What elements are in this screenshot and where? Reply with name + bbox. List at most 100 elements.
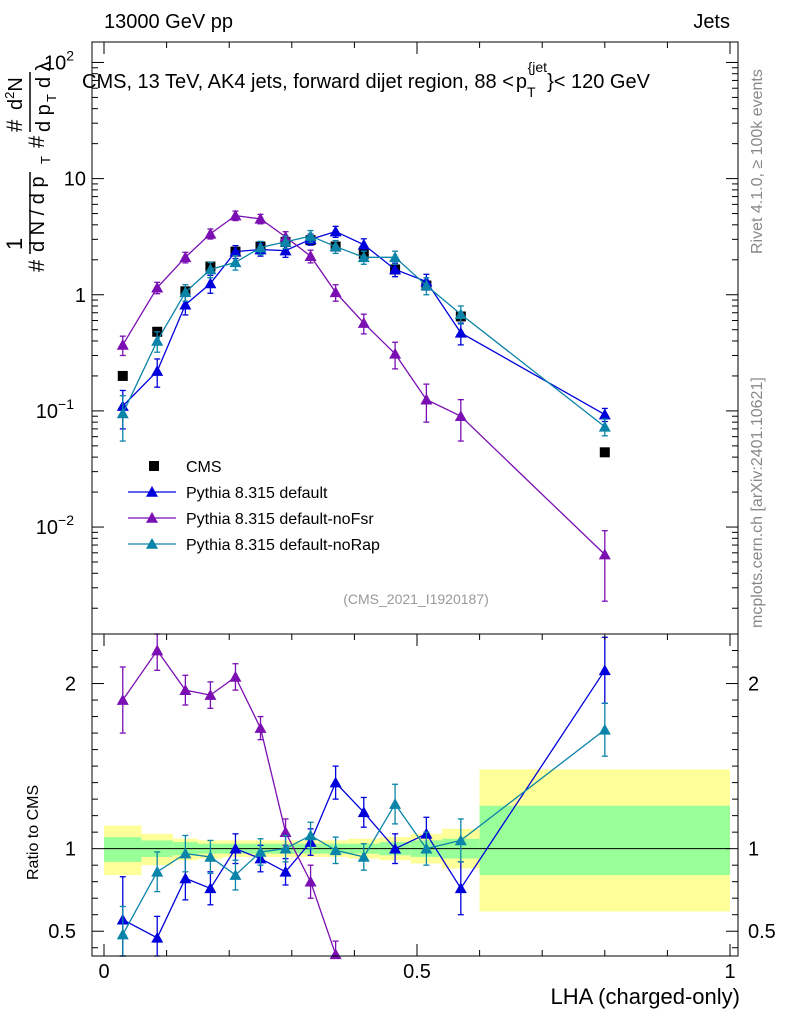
ratio-point (116, 928, 129, 940)
ratio-point (204, 850, 217, 862)
y-label-dn-sub: T (38, 156, 53, 164)
mc-data-point (279, 244, 292, 256)
ratio-point (151, 931, 164, 943)
ratio-point (279, 826, 292, 837)
ratio-point (151, 644, 164, 656)
ratio-point (454, 834, 467, 846)
ratio-point (304, 829, 317, 841)
ratio-point (420, 842, 433, 854)
ratio-panel-frame (91, 633, 739, 957)
ratio-point (357, 806, 370, 818)
y-label-hash1: # (24, 259, 49, 272)
title-prefix: CMS, 13 TeV, AK4 jets, forward dijet reg… (82, 71, 514, 93)
legend-swatch-square (149, 461, 159, 471)
mc-data-point (357, 317, 370, 328)
ratio-point (179, 684, 192, 695)
title-suffix: }< 120 GeV (547, 71, 651, 93)
mc-data-point (454, 308, 467, 320)
main-y-ticks: 10−2 10−1 1 10 102 (36, 47, 738, 609)
ratio-point (229, 670, 242, 682)
main-series-group (116, 209, 611, 602)
ratio-point (279, 842, 292, 854)
y-label-one: 1 (2, 238, 27, 250)
mc-data-point (454, 326, 467, 338)
band-inner (479, 805, 730, 876)
x-tick-label: 1 (724, 961, 735, 983)
mc-data-point (329, 225, 342, 237)
mc-data-point (179, 286, 192, 298)
series-line (122, 214, 606, 555)
cms-data-point (599, 447, 610, 458)
x-axis-label: LHA (charged-only) (550, 984, 740, 1009)
y-label-dlambda: d λ (33, 61, 55, 88)
mc-data-point (304, 230, 317, 241)
mc-data-point (420, 279, 433, 291)
y-label-dpt-sub: T (44, 94, 59, 102)
ratio-bands (104, 769, 730, 912)
mc-data-point (229, 245, 242, 257)
y-label-d2n: d2N (2, 77, 27, 110)
series-0 (117, 235, 610, 458)
series-2 (116, 209, 611, 602)
mc-data-point (329, 240, 342, 252)
ratio-point (229, 869, 242, 880)
legend-swatch-triangle (146, 486, 158, 497)
mc-data-point (204, 263, 217, 275)
x-tick-label: 0 (98, 961, 109, 983)
ratio-point (204, 882, 217, 894)
ratio-ticks: 0.5 0.5 1 1 2 2 0 0.5 1 (48, 42, 776, 983)
ratio-point (329, 776, 342, 788)
mc-data-point (389, 251, 402, 263)
title-sup: {jet (528, 59, 548, 75)
mc-data-point (179, 298, 192, 310)
analysis-watermark: (CMS_2021_I1920187) (343, 591, 489, 607)
mc-data-point (329, 286, 342, 298)
mc-data-point (389, 347, 402, 359)
mc-data-point (116, 407, 129, 419)
ratio-y-tick-label-right: 1 (748, 839, 759, 861)
x-tick-label: 0.5 (403, 961, 431, 983)
y-label-hash2: # (24, 135, 49, 148)
ratio-y-label: Ratio to CMS (25, 785, 42, 880)
ratio-point (598, 664, 611, 676)
rivet-label: Rivet 4.1.0, ≥ 100k events (749, 69, 766, 254)
ratio-point (329, 948, 342, 960)
ratio-point (204, 689, 217, 700)
ratio-series-group (116, 633, 611, 960)
y-tick-label: 1 (75, 285, 86, 307)
mc-data-point (279, 235, 292, 247)
legend-label: CMS (186, 459, 222, 476)
ratio-point (389, 842, 402, 854)
ratio-y-tick-label: 1 (65, 839, 76, 861)
mc-data-point (454, 410, 467, 422)
mc-data-point (204, 277, 217, 289)
ratio-point (329, 844, 342, 856)
mc-data-point (357, 251, 370, 263)
y-label-hash3: # (2, 119, 27, 132)
ratio-point (389, 798, 402, 809)
band-inner (104, 837, 142, 862)
ratio-point (357, 850, 370, 862)
ratio-y-tick-label-right: 2 (748, 674, 759, 696)
legend-label: Pythia 8.315 default-noRap (186, 537, 380, 554)
ratio-point (304, 875, 317, 887)
ratio-y-tick-label: 2 (65, 674, 76, 696)
mc-data-point (304, 250, 317, 261)
ratio-series-1 (116, 633, 342, 960)
ratio-line (122, 649, 338, 957)
y-tick-label: 10 (64, 169, 86, 191)
header-left: 13000 GeV pp (104, 11, 233, 33)
mc-data-point (598, 408, 611, 420)
cms-data-point (117, 370, 128, 381)
ratio-point (116, 694, 129, 705)
legend-swatch-triangle (146, 538, 158, 549)
y-label-dpt: d p (33, 104, 55, 132)
mc-data-point (229, 256, 242, 268)
mc-data-point (389, 263, 402, 275)
mc-data-point (151, 281, 164, 293)
header-right: Jets (693, 11, 730, 33)
ratio-point (179, 872, 192, 884)
ratio-point (254, 845, 267, 857)
ratio-point (598, 723, 611, 735)
legend-label: Pythia 8.315 default-noFsr (186, 511, 374, 528)
